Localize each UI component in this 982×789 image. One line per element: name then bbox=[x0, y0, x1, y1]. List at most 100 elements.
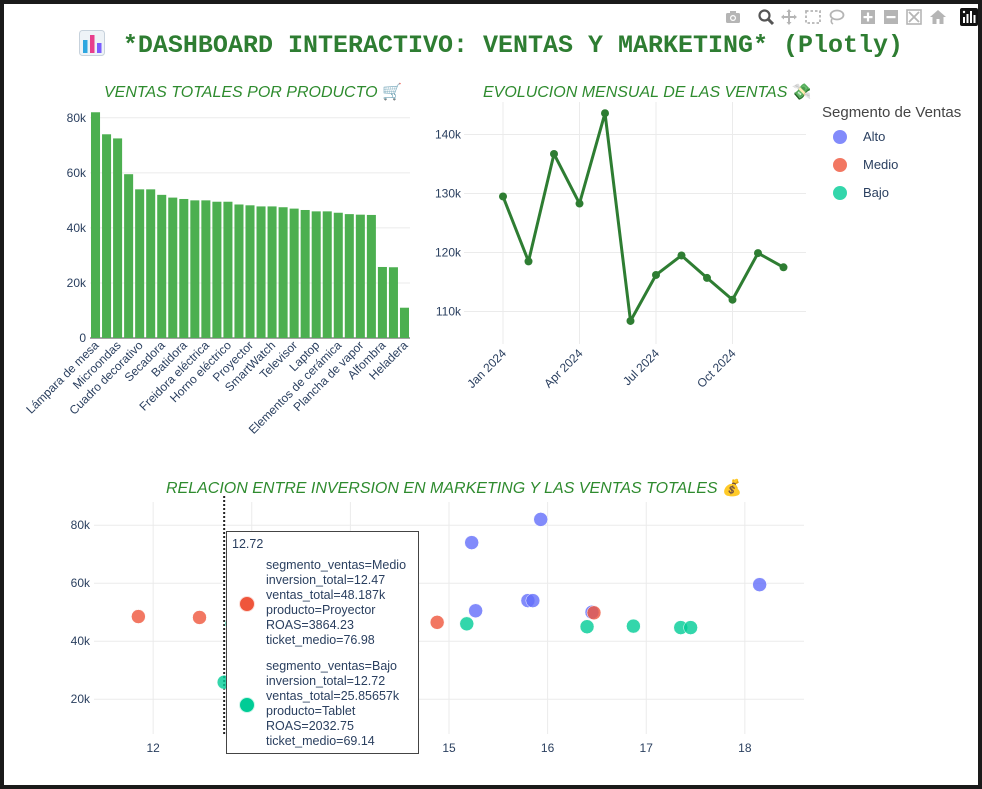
tooltip-line: ROAS=3864.23 bbox=[266, 618, 354, 632]
money-wings-icon: 💸 bbox=[791, 84, 812, 101]
x-tick-label: Oct 2024 bbox=[694, 346, 739, 391]
autoscale-icon[interactable] bbox=[905, 8, 923, 26]
legend-marker bbox=[833, 158, 847, 172]
legend-item-medio[interactable]: Medio bbox=[822, 155, 961, 183]
zoom-out-icon[interactable] bbox=[882, 8, 900, 26]
x-tick-label: Jul 2024 bbox=[620, 346, 662, 388]
bar bbox=[223, 201, 233, 338]
scatter-point bbox=[586, 605, 602, 621]
bar bbox=[201, 200, 211, 338]
bar-chart-title: VENTAS TOTALES POR PRODUCTO 🛒 bbox=[104, 82, 402, 102]
scatter-point bbox=[429, 615, 445, 630]
legend: Segmento de Ventas Alto Medio Bajo bbox=[822, 104, 961, 211]
scatter-point bbox=[459, 616, 474, 632]
y-tick-label: 80k bbox=[71, 518, 91, 532]
scatter-point bbox=[626, 618, 641, 634]
tooltip-line: inversion_total=12.72 bbox=[266, 674, 386, 688]
y-tick-label: 140k bbox=[435, 127, 462, 141]
tooltip-line: segmento_ventas=Bajo bbox=[266, 659, 397, 673]
line-point bbox=[779, 263, 788, 272]
hover-tooltip: 12.72 segmento_ventas=Medio inversion_to… bbox=[226, 531, 419, 754]
y-tick-label: 40k bbox=[71, 634, 91, 648]
bar bbox=[102, 134, 112, 338]
cart-icon: 🛒 bbox=[381, 84, 402, 101]
line-chart-group: 110k 120k 130k 140k Jan 2024 Apr 2024 Jul 2024… bbox=[435, 102, 806, 391]
legend-label: Medio bbox=[863, 157, 899, 172]
y-tick-label: 130k bbox=[435, 186, 462, 200]
dashboard-title: *DASHBOARD INTERACTIVO: VENTAS Y MARKETI… bbox=[4, 30, 978, 60]
tooltip-block-bajo: segmento_ventas=Bajo inversion_total=12.… bbox=[266, 659, 399, 749]
y-tick-label: 60k bbox=[71, 576, 91, 590]
bar bbox=[157, 194, 167, 338]
scatter-point bbox=[131, 609, 146, 624]
x-tick-label: 16 bbox=[541, 741, 555, 755]
y-tick-label: 80k bbox=[67, 111, 87, 125]
y-tick-label: 20k bbox=[67, 276, 87, 290]
dashboard-title-text: *DASHBOARD INTERACTIVO: VENTAS Y MARKETI… bbox=[122, 31, 904, 60]
bar bbox=[366, 214, 376, 338]
reset-axes-icon[interactable] bbox=[929, 8, 947, 26]
line-point bbox=[550, 149, 558, 158]
line-point bbox=[499, 192, 507, 201]
legend-marker bbox=[833, 186, 847, 200]
y-tick-label: 60k bbox=[67, 166, 87, 180]
x-tick-label: 17 bbox=[640, 741, 654, 755]
series-line bbox=[501, 111, 785, 323]
zoom-icon[interactable] bbox=[757, 8, 775, 26]
bar-chart-title-text: VENTAS TOTALES POR PRODUCTO bbox=[104, 84, 378, 101]
plotly-logo-icon[interactable] bbox=[960, 8, 978, 26]
tooltip-line: ticket_medio=69.14 bbox=[266, 734, 375, 748]
line-chart-title: EVOLUCION MENSUAL DE LAS VENTAS 💸 bbox=[483, 82, 812, 102]
line-point bbox=[601, 109, 609, 118]
tooltip-line: ticket_medio=76.98 bbox=[266, 633, 375, 647]
bar bbox=[124, 174, 134, 338]
y-tick-label: 120k bbox=[435, 246, 462, 260]
bar bbox=[333, 212, 343, 338]
scatter-point bbox=[683, 620, 698, 635]
line-point bbox=[728, 295, 737, 304]
scatter-chart-title-text: RELACION ENTRE INVERSION EN MARKETING Y … bbox=[166, 480, 718, 497]
bar bbox=[234, 204, 244, 338]
bar bbox=[388, 267, 398, 338]
bar bbox=[300, 209, 310, 338]
tooltip-line: ventas_total=48.187k bbox=[266, 588, 386, 602]
bar bbox=[245, 205, 255, 338]
scatter-point bbox=[192, 610, 207, 625]
bar bbox=[399, 307, 409, 338]
box-select-icon[interactable] bbox=[804, 8, 822, 26]
tooltip-marker-bajo bbox=[239, 697, 255, 713]
line-point bbox=[677, 251, 686, 260]
scatter-point bbox=[533, 512, 548, 527]
pan-icon[interactable] bbox=[780, 8, 798, 26]
tooltip-line: inversion_total=12.47 bbox=[266, 573, 386, 587]
line-point bbox=[575, 199, 584, 208]
y-tick-label: 40k bbox=[67, 221, 87, 235]
y-tick-label: 0 bbox=[79, 331, 86, 345]
bar bbox=[344, 214, 354, 338]
line-chart-title-text: EVOLUCION MENSUAL DE LAS VENTAS bbox=[483, 84, 788, 101]
zoom-in-icon[interactable] bbox=[859, 8, 877, 26]
legend-item-alto[interactable]: Alto bbox=[822, 127, 961, 155]
scatter-point bbox=[464, 535, 479, 550]
dashboard-frame: *DASHBOARD INTERACTIVO: VENTAS Y MARKETI… bbox=[4, 4, 978, 785]
tooltip-block-medio: segmento_ventas=Medio inversion_total=12… bbox=[266, 558, 406, 648]
bar bbox=[322, 211, 332, 338]
x-tick-label: Apr 2024 bbox=[541, 346, 586, 391]
lasso-select-icon[interactable] bbox=[827, 8, 845, 26]
legend-title: Segmento de Ventas bbox=[822, 104, 962, 121]
bar bbox=[377, 266, 387, 338]
scatter-point bbox=[525, 593, 541, 608]
line-point bbox=[754, 249, 762, 258]
bar bbox=[212, 201, 222, 338]
bar bbox=[256, 206, 266, 338]
line-point bbox=[626, 316, 635, 325]
y-tick-label: 20k bbox=[71, 692, 91, 706]
camera-icon[interactable] bbox=[724, 8, 742, 26]
bar bbox=[311, 211, 321, 338]
x-tick-label: 18 bbox=[738, 741, 752, 755]
legend-item-bajo[interactable]: Bajo bbox=[822, 183, 961, 211]
bar bbox=[168, 197, 178, 338]
y-tick-label: 110k bbox=[436, 305, 462, 319]
tooltip-marker-medio bbox=[239, 596, 255, 612]
